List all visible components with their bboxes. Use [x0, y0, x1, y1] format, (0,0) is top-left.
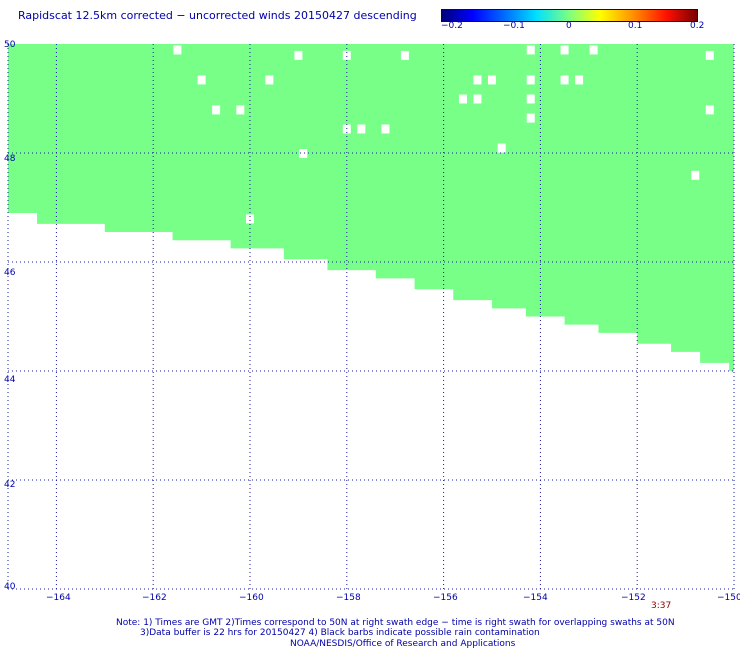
- missing-data-cell: [526, 94, 535, 104]
- lat-label: 42: [4, 480, 16, 490]
- missing-data-cell: [526, 45, 535, 55]
- colorbar-label: −0.1: [503, 21, 525, 31]
- lon-label: −154: [523, 593, 548, 603]
- missing-data-cell: [400, 50, 409, 60]
- lat-label: 46: [4, 268, 16, 278]
- map-title: Rapidscat 12.5km corrected − uncorrected…: [18, 9, 417, 22]
- missing-data-cell: [473, 75, 482, 85]
- swath-time: 3:37: [651, 601, 672, 611]
- missing-data-cell: [705, 50, 714, 60]
- colorbar-label: −0.2: [441, 21, 463, 31]
- missing-data-cell: [265, 75, 274, 85]
- lat-label: 48: [4, 154, 16, 164]
- lon-label: −152: [621, 593, 646, 603]
- lat-label: 50: [4, 40, 16, 50]
- lon-label: −158: [336, 593, 361, 603]
- colorbar-label: 0: [566, 21, 572, 31]
- missing-data-cell: [342, 50, 351, 60]
- missing-data-cell: [458, 94, 467, 104]
- lon-label: −160: [239, 593, 264, 603]
- missing-data-cell: [357, 124, 366, 134]
- note-line: 3)Data buffer is 22 hrs for 20150427 4) …: [140, 628, 540, 638]
- missing-data-cell: [589, 45, 598, 55]
- swath-data: [8, 44, 734, 371]
- missing-data-cell: [173, 45, 182, 55]
- missing-data-cell: [560, 75, 569, 85]
- lat-label: 40: [4, 582, 16, 592]
- lon-label: −156: [433, 593, 458, 603]
- missing-data-cell: [212, 105, 221, 115]
- colorbar-label: 0.1: [628, 21, 643, 31]
- missing-data-cell: [197, 75, 206, 85]
- missing-data-cell: [294, 50, 303, 60]
- missing-data-cell: [526, 75, 535, 85]
- missing-data-cell: [575, 75, 584, 85]
- colorbar: [441, 9, 698, 22]
- lon-label: −164: [46, 593, 71, 603]
- missing-data-cell: [705, 105, 714, 115]
- missing-data-cell: [299, 149, 308, 158]
- note-line: Note: 1) Times are GMT 2)Times correspon…: [116, 618, 675, 628]
- missing-data-cell: [473, 94, 482, 104]
- lat-label: 44: [4, 375, 16, 385]
- note-line: NOAA/NESDIS/Office of Research and Appli…: [290, 639, 516, 649]
- colorbar-label: 0.2: [690, 21, 705, 31]
- missing-data-cell: [526, 113, 535, 123]
- missing-data-cell: [488, 75, 496, 85]
- missing-data-cell: [497, 143, 506, 153]
- missing-data-cell: [381, 124, 390, 134]
- missing-data-cell: [236, 105, 245, 115]
- missing-data-cell: [246, 214, 254, 224]
- lon-label: −150: [717, 593, 740, 603]
- lon-label: −162: [142, 593, 167, 603]
- missing-data-cell: [691, 170, 700, 180]
- missing-data-cell: [560, 45, 569, 55]
